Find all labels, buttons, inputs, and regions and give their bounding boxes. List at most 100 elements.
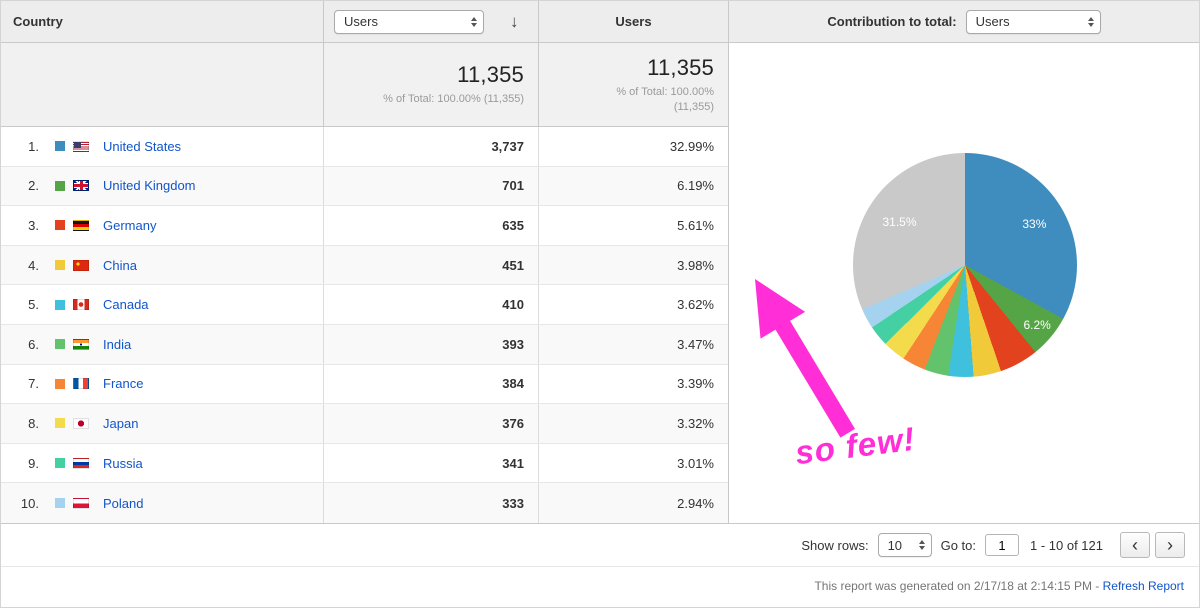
- table-row: 6. India 393 3.47%: [1, 324, 728, 365]
- flag-fr-icon: [73, 378, 89, 390]
- flag-ca-icon: [73, 299, 89, 311]
- table-row: 5. Canada 410 3.62%: [1, 285, 728, 325]
- contribution-label: Contribution to total:: [827, 14, 957, 29]
- row-rank: 10.: [20, 495, 39, 511]
- percent-value: 5.61%: [538, 206, 728, 245]
- series-color-swatch: [55, 220, 65, 231]
- country-link[interactable]: United Kingdom: [103, 178, 196, 194]
- series-color-swatch: [55, 458, 65, 469]
- show-rows-select[interactable]: 10: [877, 533, 932, 557]
- select-stepper-icon: [910, 540, 925, 550]
- flag-de-icon: [73, 219, 89, 231]
- table-row: 1. United States 3,737 32.99%: [1, 127, 728, 167]
- metric-select-value: Users: [344, 14, 378, 29]
- row-rank: 6.: [28, 336, 39, 352]
- users-column-header: Users: [538, 1, 728, 42]
- next-page-button[interactable]: ›: [1155, 532, 1185, 558]
- percent-value: 3.98%: [538, 245, 728, 285]
- users-value: 341: [323, 443, 538, 483]
- chevron-left-icon: ‹: [1132, 535, 1138, 555]
- table-row: 8. Japan 376 3.32%: [1, 404, 728, 444]
- country-link[interactable]: France: [103, 376, 144, 392]
- pie-slice-label: 31.5%: [882, 214, 917, 229]
- country-link[interactable]: China: [103, 257, 137, 273]
- total-users-note: % of Total: 100.00% (11,355): [383, 93, 524, 106]
- sort-descending-icon[interactable]: ↓: [510, 11, 519, 31]
- goto-page-input[interactable]: [985, 534, 1019, 556]
- pie-chart-wrap: 33% 6.2% 31.5%: [853, 153, 1077, 377]
- select-stepper-icon: [1079, 16, 1094, 27]
- country-link[interactable]: India: [103, 336, 132, 352]
- report-footer: This report was generated on 2/17/18 at …: [1, 567, 1199, 593]
- flag-jp-icon: [73, 417, 89, 429]
- country-link[interactable]: Poland: [103, 495, 144, 511]
- metric-select[interactable]: Users: [334, 9, 484, 34]
- table-row: 4. China 451 3.98%: [1, 245, 728, 286]
- percent-value: 3.47%: [538, 324, 728, 364]
- row-rank: 4.: [28, 257, 39, 273]
- refresh-report-link[interactable]: Refresh Report: [1102, 579, 1184, 593]
- contribution-header: Contribution to total: Users: [728, 1, 1199, 42]
- series-color-swatch: [55, 141, 65, 152]
- series-color-swatch: [55, 299, 65, 310]
- goto-label: Go to:: [940, 537, 976, 553]
- summary-row: 11,355 % of Total: 100.00% (11,355) 11,3…: [1, 43, 728, 127]
- row-rank: 7.: [28, 376, 39, 392]
- table-row: 10. Poland 333 2.94%: [1, 483, 728, 523]
- chevron-right-icon: ›: [1167, 535, 1173, 555]
- pagination-bar: Show rows: 10 Go to: 1 - 10 of 121 ‹ ›: [1, 523, 1199, 567]
- summary-empty-cell: [1, 43, 323, 126]
- total-users-value: 11,355: [457, 62, 524, 88]
- percent-value: 32.99%: [538, 127, 728, 166]
- flag-gb-icon: [73, 180, 89, 192]
- show-rows-label: Show rows:: [801, 537, 869, 553]
- series-color-swatch: [55, 260, 65, 271]
- table-row: 2. United Kingdom 701 6.19%: [1, 166, 728, 207]
- flag-pl-icon: [73, 497, 89, 509]
- total-percent-note: % of Total: 100.00% (11,355): [616, 85, 714, 113]
- country-link[interactable]: Germany: [103, 217, 157, 233]
- flag-in-icon: [73, 338, 89, 350]
- annotation-text: so few!: [793, 419, 918, 472]
- percent-value: 3.01%: [538, 443, 728, 483]
- country-link[interactable]: United States: [103, 138, 182, 154]
- country-table: 11,355 % of Total: 100.00% (11,355) 11,3…: [1, 43, 728, 523]
- row-rank: 9.: [28, 455, 39, 471]
- show-rows-value: 10: [887, 537, 903, 553]
- contribution-metric-select[interactable]: Users: [965, 9, 1101, 34]
- row-range-text: 1 - 10 of 121: [1030, 537, 1103, 553]
- country-link[interactable]: Russia: [103, 455, 143, 471]
- users-value: 701: [323, 166, 538, 206]
- users-value: 393: [323, 324, 538, 364]
- users-value: 451: [323, 245, 538, 285]
- previous-page-button[interactable]: ‹: [1120, 532, 1150, 558]
- series-color-swatch: [55, 498, 65, 509]
- select-stepper-icon: [462, 16, 477, 27]
- pie-chart-panel: 33% 6.2% 31.5% so few!: [728, 43, 1199, 523]
- series-color-swatch: [55, 339, 65, 350]
- users-value: 635: [323, 206, 538, 245]
- pie-slice-label: 33%: [1022, 216, 1047, 231]
- users-value: 333: [323, 483, 538, 523]
- summary-percent-cell: 11,355 % of Total: 100.00% (11,355): [538, 43, 728, 126]
- percent-value: 6.19%: [538, 166, 728, 206]
- series-color-swatch: [55, 378, 65, 389]
- table-row: 9. Russia 341 3.01%: [1, 443, 728, 484]
- table-header-row: Country Users ↓ Users Contribution to to…: [1, 1, 1199, 43]
- row-rank: 2.: [28, 178, 39, 194]
- row-rank: 8.: [28, 415, 39, 431]
- contribution-metric-value: Users: [975, 14, 1010, 29]
- country-link[interactable]: Japan: [103, 415, 139, 431]
- summary-users-cell: 11,355 % of Total: 100.00% (11,355): [323, 43, 538, 126]
- country-link[interactable]: Canada: [103, 297, 149, 313]
- series-color-swatch: [55, 180, 65, 191]
- generated-timestamp-text: This report was generated on 2/17/18 at …: [814, 579, 1100, 593]
- table-row: 7. France 384 3.39%: [1, 364, 728, 405]
- percent-value: 3.39%: [538, 364, 728, 404]
- row-rank: 5.: [28, 297, 39, 313]
- users-value: 410: [323, 285, 538, 324]
- pie-chart[interactable]: [853, 153, 1077, 377]
- percent-value: 3.32%: [538, 404, 728, 443]
- flag-us-icon: [73, 140, 89, 152]
